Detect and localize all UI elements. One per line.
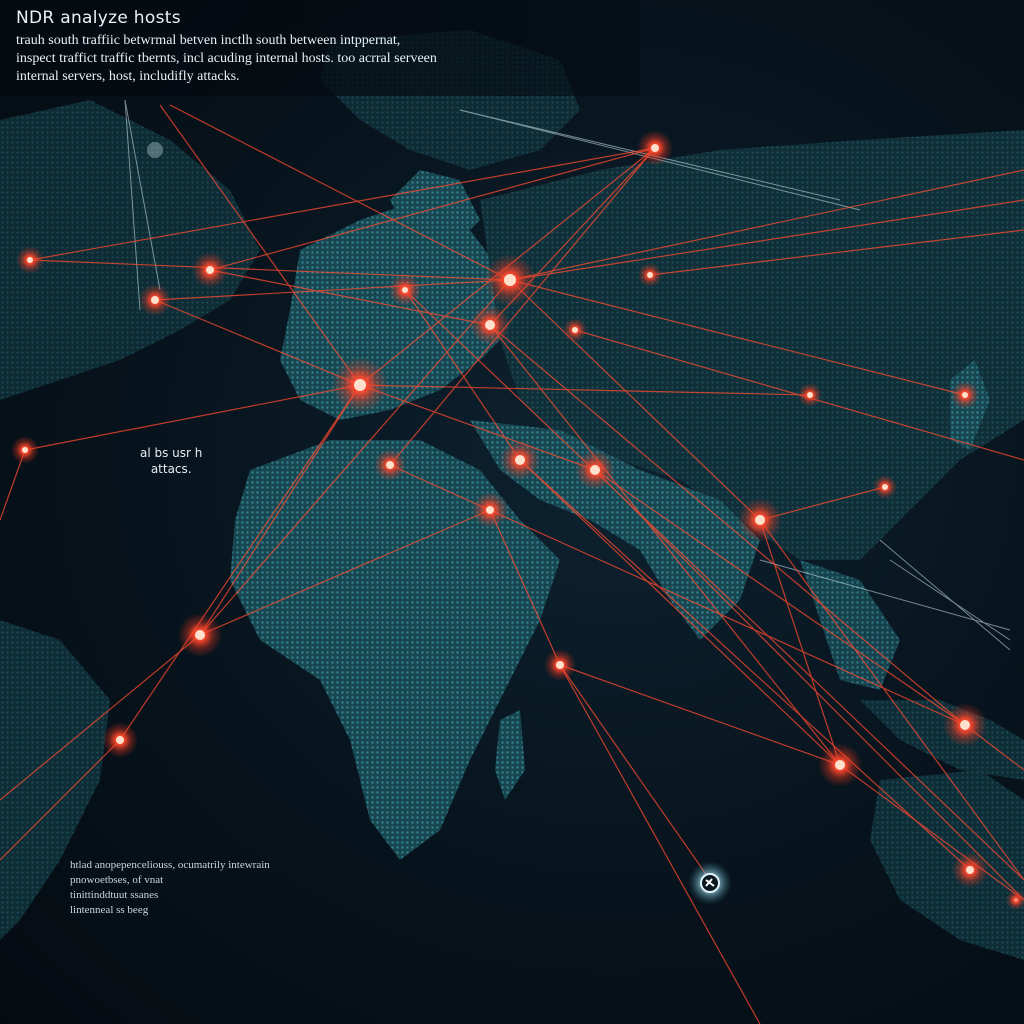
legend-note-line-2: pnowoetbses, of vnat — [70, 874, 164, 886]
n-atlantic[interactable] — [1006, 890, 1024, 910]
header-description-line-3: internal servers, host, includifly attac… — [16, 69, 240, 84]
n-poland[interactable] — [470, 305, 510, 345]
n-uk[interactable] — [192, 252, 228, 288]
n-pakistan[interactable] — [798, 383, 822, 407]
n-southatlantic[interactable] — [688, 861, 732, 905]
attack-nodes — [11, 130, 1024, 910]
header-description-line-1: trauh south traffiic betwrmal betven inc… — [16, 33, 401, 48]
n-brazil[interactable] — [102, 722, 138, 758]
header-panel: NDR analyze hosts trauh south traffiic b… — [0, 0, 640, 96]
legend-note-line-3: tinittinddtuut ssanes — [70, 889, 159, 901]
n-indianocean[interactable] — [818, 743, 862, 787]
land-masses — [0, 30, 1024, 960]
landmass-australia — [870, 770, 1024, 960]
n-eastafrica[interactable] — [544, 649, 576, 681]
callout-line-1: al bs usr h — [140, 446, 203, 460]
n-india[interactable] — [738, 498, 782, 542]
n-saudi[interactable] — [472, 492, 508, 528]
n-russia-c[interactable] — [563, 318, 587, 342]
landmass-madagascar — [495, 710, 525, 800]
landmass-north-america — [0, 100, 260, 400]
n-russia-n[interactable] — [638, 263, 662, 287]
header-description-line-2: inspect traffict traffic tbernts, incl a… — [16, 51, 437, 66]
n-france[interactable] — [11, 436, 39, 464]
map-callout-label: al bs usr h attacs. — [140, 445, 202, 477]
n-greenland[interactable] — [637, 130, 673, 166]
page-title: NDR analyze hosts — [16, 8, 181, 28]
landmass-south-america — [0, 620, 110, 940]
n-scandinavia[interactable] — [389, 274, 421, 306]
legend-note: htlad anopepenceliouss, ocumatrily intew… — [70, 858, 270, 918]
attack-traffic-lines — [0, 104, 1024, 1024]
legend-note-line-1: htlad anopepenceliouss, ocumatrily intew… — [70, 859, 270, 871]
n-iran[interactable] — [575, 450, 615, 490]
n-russia-e[interactable] — [951, 381, 979, 409]
landmass-africa — [230, 440, 560, 860]
n-australia[interactable] — [952, 852, 988, 888]
greenland-host-marker — [147, 142, 163, 158]
n-canada-w[interactable] — [139, 284, 171, 316]
callout-line-2: attacs. — [150, 462, 192, 476]
n-russia-w[interactable] — [484, 254, 536, 306]
n-westafrica[interactable] — [178, 613, 222, 657]
n-germany[interactable] — [332, 357, 388, 413]
legend-note-line-4: lintenneal ss beeg — [70, 904, 149, 916]
n-indonesia[interactable] — [943, 703, 987, 747]
landmass-southeast-asia — [800, 560, 900, 690]
landmass-middle-east-india — [470, 420, 760, 640]
landmass-asia — [480, 130, 1024, 560]
n-china[interactable] — [873, 475, 897, 499]
landmass-europe — [280, 200, 520, 420]
n-italy[interactable] — [374, 449, 406, 481]
n-turkey[interactable] — [500, 440, 540, 480]
n-canada-e[interactable] — [16, 246, 44, 274]
